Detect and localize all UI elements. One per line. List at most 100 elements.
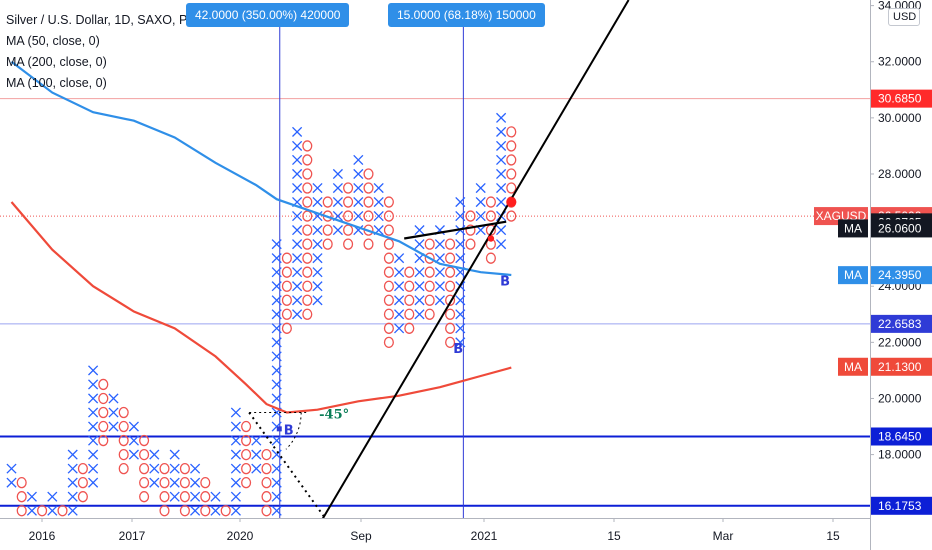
x-box: [332, 182, 343, 194]
x-box: [434, 239, 445, 250]
x-box: [312, 225, 323, 236]
x-box: [271, 337, 282, 348]
o-box: [383, 266, 394, 278]
price-badge: 26.0600 MA: [838, 219, 932, 238]
x-box: [373, 211, 384, 222]
x-box: [414, 267, 425, 278]
x-box: [169, 491, 180, 502]
o-box: [343, 182, 354, 194]
price-badge-value: 24.3950: [878, 268, 922, 282]
o-box: [179, 505, 190, 517]
x-box: [251, 449, 262, 460]
o-box: [404, 294, 415, 306]
measure-tooltip-right: 15.0000 (68.18%) 150000: [388, 3, 545, 27]
x-box: [271, 491, 282, 502]
o-box: [506, 154, 517, 166]
x-box: [312, 239, 323, 250]
o-box: [118, 462, 129, 475]
o-box: [159, 505, 170, 517]
x-box: [230, 449, 241, 460]
y-tick-label: 20.0000: [878, 391, 922, 405]
o-box: [159, 477, 170, 489]
o-box: [281, 280, 292, 292]
x-box: [88, 463, 99, 474]
o-box: [98, 420, 109, 433]
x-box: [88, 407, 99, 418]
o-box: [363, 168, 374, 180]
o-box: [220, 505, 231, 517]
x-box: [394, 323, 405, 334]
x-box: [394, 295, 405, 306]
x-box: [230, 407, 241, 418]
legend-ma-50[interactable]: MA (50, close, 0): [6, 34, 100, 48]
x-box: [190, 477, 201, 488]
time-axis-panel: [0, 518, 870, 550]
o-box: [465, 224, 476, 236]
x-box: [292, 295, 303, 306]
x-box: [128, 449, 139, 460]
time-axis[interactable]: 2016 2017 2020 Sep 2021 15 Mar 15: [0, 518, 870, 550]
o-box: [445, 308, 456, 320]
x-box: [292, 309, 303, 320]
x-box: [67, 449, 78, 460]
x-box: [292, 281, 303, 292]
o-box: [281, 308, 292, 320]
o-box: [343, 210, 354, 222]
x-box: [496, 225, 507, 236]
o-box: [77, 491, 88, 503]
x-box: [455, 211, 466, 222]
x-box: [414, 295, 425, 306]
x-box: [230, 477, 241, 488]
x-tick-label: 15: [607, 529, 621, 543]
o-box: [16, 505, 27, 517]
legend-ma-200[interactable]: MA (200, close, 0): [6, 55, 107, 69]
x-box: [271, 323, 282, 334]
x-box: [128, 435, 139, 446]
o-box: [465, 210, 476, 222]
x-box: [67, 463, 78, 474]
x-box: [353, 196, 364, 208]
price-axis[interactable]: 18.000020.000022.000024.000026.000028.00…: [814, 0, 932, 550]
x-box: [169, 463, 180, 474]
x-box: [26, 505, 37, 516]
o-box: [322, 196, 333, 208]
o-box: [118, 434, 129, 447]
x-box: [292, 182, 303, 194]
legend-ma-100[interactable]: MA (100, close, 0): [6, 76, 107, 90]
x-box: [88, 365, 99, 376]
o-box: [506, 210, 517, 222]
o-box: [485, 210, 496, 222]
x-box: [496, 112, 507, 123]
o-box: [506, 140, 517, 152]
x-box: [455, 323, 466, 334]
y-tick-label: 28.0000: [878, 167, 922, 181]
x-box: [394, 309, 405, 320]
o-box: [383, 294, 394, 306]
o-box: [261, 505, 272, 517]
price-badge: 18.6450: [871, 427, 932, 446]
o-box: [98, 378, 109, 391]
x-box: [292, 211, 303, 222]
o-box: [200, 491, 211, 503]
currency-button[interactable]: USD: [888, 8, 920, 26]
o-box: [241, 434, 252, 447]
y-tick-label: 18.0000: [878, 448, 922, 462]
o-box: [302, 238, 313, 250]
o-box: [445, 336, 456, 348]
o-box: [383, 252, 394, 264]
dotted-projection: [248, 411, 349, 550]
o-box: [281, 294, 292, 306]
x-box: [271, 393, 282, 404]
o-box: [404, 322, 415, 334]
x-box: [67, 477, 78, 488]
x-box: [88, 449, 99, 460]
o-box: [343, 238, 354, 250]
x-box: [455, 196, 466, 208]
x-box: [108, 421, 119, 432]
o-box: [506, 182, 517, 194]
red-dot-marker: [487, 235, 495, 242]
x-box: [292, 154, 303, 166]
x-box: [47, 491, 58, 502]
o-box: [302, 266, 313, 278]
